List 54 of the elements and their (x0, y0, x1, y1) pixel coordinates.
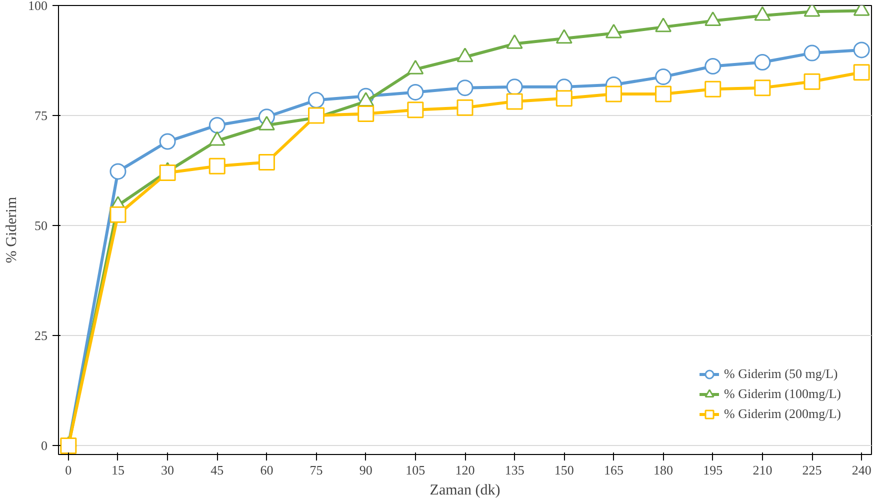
point (506, 93, 523, 110)
y-axis-title: % Giderim (4, 196, 20, 264)
point (704, 58, 722, 74)
x-tick-label: 45 (210, 462, 224, 478)
legend-label: % Giderim (200mg/L) (724, 406, 841, 422)
x-tick-label: 30 (161, 462, 174, 478)
x-tick-label: 150 (554, 462, 574, 478)
y-tick-label: 50 (34, 218, 48, 234)
point (407, 102, 424, 118)
x-tick-label: 75 (310, 462, 323, 478)
point (605, 86, 622, 102)
x-tick-label: 90 (359, 462, 372, 478)
point (506, 78, 523, 96)
point (159, 164, 176, 182)
point (754, 54, 771, 71)
legend-label: % Giderim (100mg/L) (724, 386, 841, 402)
point (556, 90, 572, 107)
x-tick-label: 210 (752, 462, 772, 478)
point (258, 154, 275, 170)
point (853, 64, 870, 81)
x-tick-label: 0 (65, 462, 72, 478)
point (110, 163, 126, 180)
point (208, 117, 226, 134)
x-tick-label: 120 (455, 462, 475, 478)
point (456, 80, 474, 96)
point (655, 68, 672, 86)
x-tick-label: 60 (260, 462, 274, 478)
point (208, 158, 226, 174)
x-axis-title: Zaman (dk) (430, 482, 500, 498)
point (159, 133, 176, 150)
y-tick-label: 25 (34, 328, 48, 344)
x-tick-label: 240 (852, 462, 872, 478)
x-tick-label: 180 (654, 462, 674, 478)
point (358, 106, 374, 122)
point (308, 92, 325, 108)
x-tick-label: 195 (703, 462, 723, 478)
x-tick-label: 15 (111, 462, 124, 478)
legend-label: % Giderim (50 mg/L) (724, 366, 838, 382)
point (655, 86, 672, 102)
point (704, 80, 722, 98)
point (754, 80, 771, 96)
y-tick-label: 100 (28, 0, 48, 13)
x-tick-label: 135 (504, 462, 524, 478)
point (456, 99, 474, 116)
point (853, 42, 870, 58)
point (110, 206, 126, 223)
y-tick-label: 75 (34, 108, 48, 124)
point (407, 84, 424, 100)
x-tick-label: 225 (802, 462, 822, 478)
x-tick-label: 105 (406, 462, 426, 478)
point (804, 44, 820, 62)
y-tick-label: 0 (41, 438, 48, 454)
point (804, 73, 820, 90)
x-tick-label: 165 (604, 462, 624, 478)
